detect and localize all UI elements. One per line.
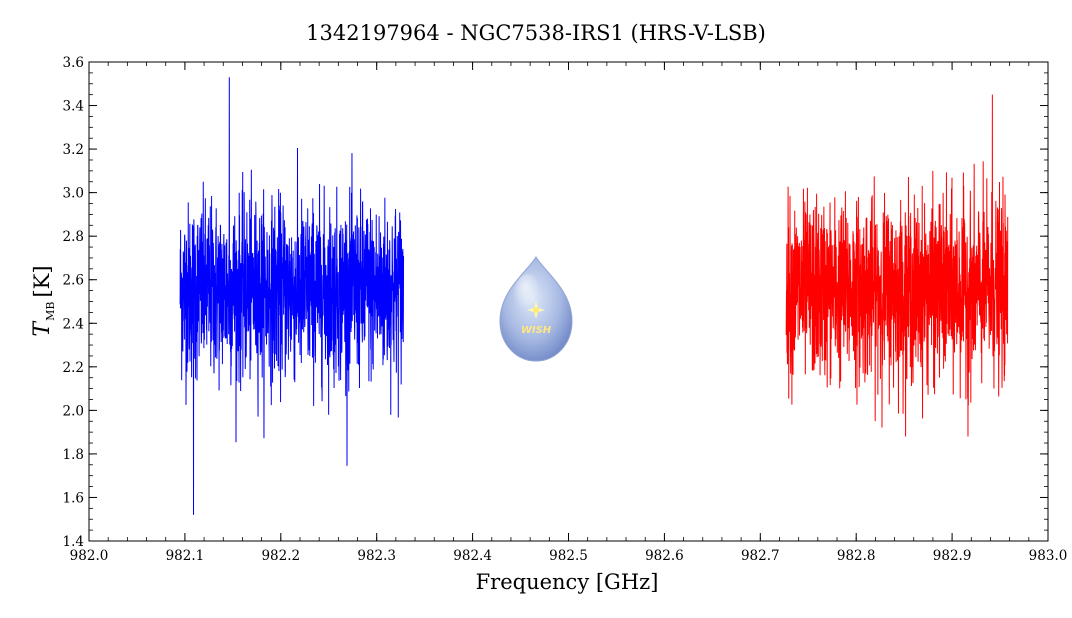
y-axis-label-symbol: T xyxy=(30,320,55,337)
y-axis-label-unit: [K] xyxy=(30,265,54,297)
x-tick-label: 982.0 xyxy=(70,548,109,564)
x-tick-label: 982.8 xyxy=(837,548,876,564)
series-layer xyxy=(179,77,1009,515)
x-tick-label: 982.1 xyxy=(166,548,205,564)
x-tick-labels: 982.0 982.1 982.2 982.3 982.4 982.5 982.6 982.7… xyxy=(70,548,1068,564)
y-tick-label: 2.6 xyxy=(63,273,84,289)
y-axis-label-subscript: MB xyxy=(44,302,57,321)
y-tick-label: 1.4 xyxy=(63,534,84,550)
y-tick-label: 3.0 xyxy=(63,186,84,202)
x-tick-label: 982.3 xyxy=(357,548,396,564)
wish-logo: WISH xyxy=(499,255,573,362)
y-tick-label: 1.6 xyxy=(63,490,84,506)
x-axis-label: Frequency [GHz] xyxy=(476,570,659,594)
spectrum-series-2 xyxy=(785,94,1009,437)
y-tick-labels: 1.4 1.6 1.8 2.0 2.2 2.4 2.6 2.8 3.0 3.2 3.4 3.6 xyxy=(63,55,84,550)
y-tick-label: 3.2 xyxy=(63,142,84,158)
x-tick-label: 982.7 xyxy=(741,548,780,564)
y-tick-label: 3.6 xyxy=(63,55,84,71)
x-tick-label: 982.6 xyxy=(645,548,684,564)
y-tick-label: 1.8 xyxy=(63,447,84,463)
x-tick-label: 982.4 xyxy=(453,548,492,564)
y-tick-label: 3.4 xyxy=(63,99,84,115)
x-tick-label: 982.2 xyxy=(261,548,300,564)
star-icon xyxy=(527,301,545,319)
svg-text:TMB[K]: TMB [K] xyxy=(30,265,57,336)
x-tick-label: 982.9 xyxy=(933,548,972,564)
ticks-layer xyxy=(88,61,1049,542)
y-tick-label: 2.0 xyxy=(63,403,84,419)
x-tick-label: 982.5 xyxy=(549,548,588,564)
chart-title: 1342197964 - NGC7538-IRS1 (HRS-V-LSB) xyxy=(306,21,766,45)
y-axis-label: TMB [K] xyxy=(30,265,57,336)
x-tick-label: 983.0 xyxy=(1029,548,1068,564)
wish-logo-text: WISH xyxy=(521,325,552,336)
y-tick-label: 2.2 xyxy=(63,360,84,376)
y-tick-label: 2.4 xyxy=(63,316,84,332)
spectrum-series-1 xyxy=(179,77,405,515)
y-tick-label: 2.8 xyxy=(63,229,84,245)
